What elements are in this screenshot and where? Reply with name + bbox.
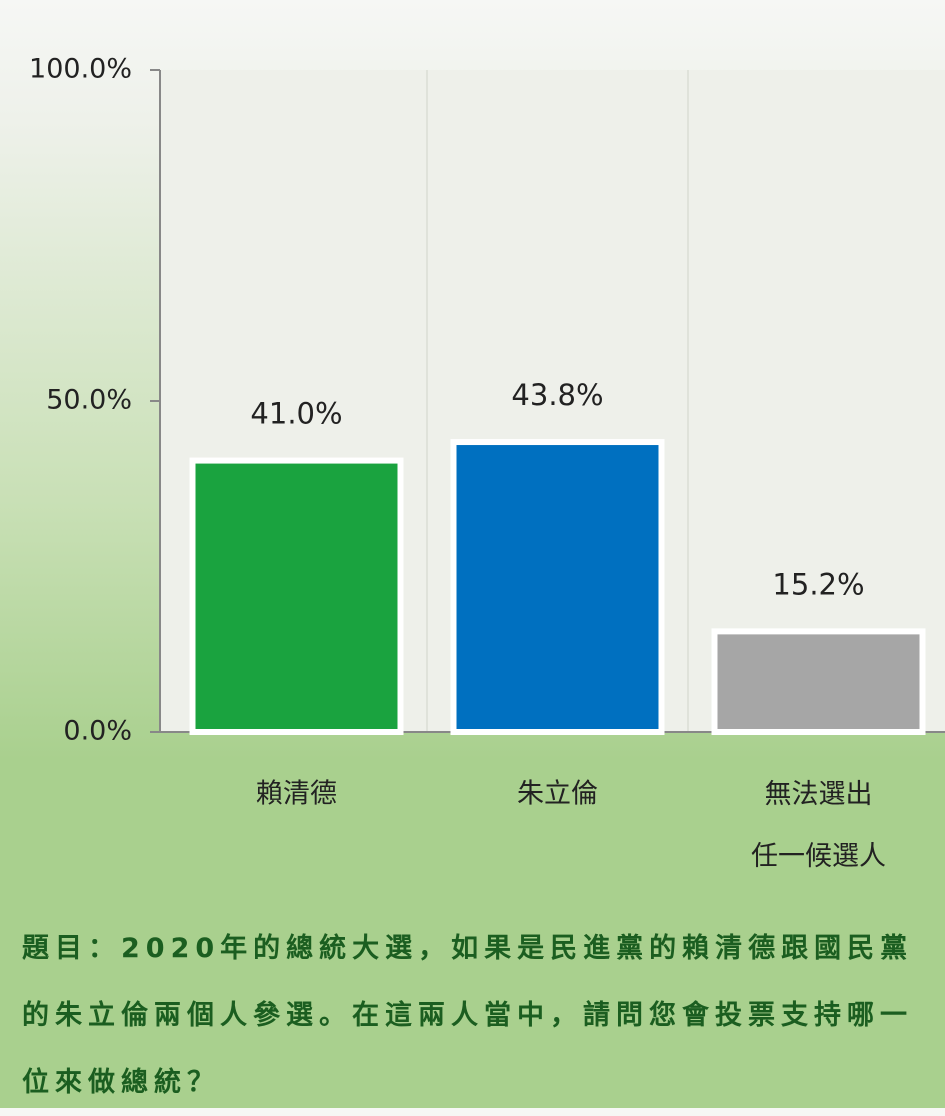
y-tick-label: 0.0% xyxy=(63,716,132,747)
y-tick-label: 50.0% xyxy=(46,385,132,416)
chart: 0.0% 50.0% 100.0% 賴清德 41.0% 朱立倫 43.8% 無法選出任一候選人… xyxy=(29,54,945,872)
value-label: 41.0% xyxy=(250,397,342,431)
bar xyxy=(711,628,926,735)
question: 題目：2020年的總統大選，如果是民進黨的賴清德跟國民黨的朱立倫兩個人參選。在這… xyxy=(22,933,914,1098)
bar xyxy=(189,457,404,735)
x-tick-label: 無法選出任一候選人 xyxy=(751,779,886,872)
x-tick-label: 朱立倫 xyxy=(517,779,598,810)
value-label: 15.2% xyxy=(772,567,864,601)
value-label: 43.8% xyxy=(511,378,603,412)
x-tick-label: 賴清德 xyxy=(256,779,337,810)
bar xyxy=(450,439,665,735)
y-tick-label: 100.0% xyxy=(29,54,132,85)
